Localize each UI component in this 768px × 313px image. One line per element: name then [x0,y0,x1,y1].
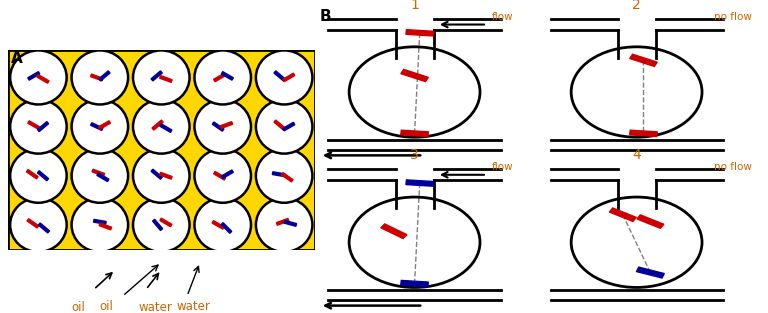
Polygon shape [221,223,232,233]
Ellipse shape [256,50,313,105]
Text: 3: 3 [410,148,419,162]
Text: flow: flow [492,162,514,172]
Polygon shape [160,172,172,179]
Polygon shape [153,219,163,230]
Polygon shape [212,122,224,131]
Text: water: water [177,300,210,313]
Polygon shape [406,180,434,186]
Ellipse shape [256,149,313,203]
Polygon shape [630,54,657,66]
Text: A: A [11,51,22,66]
Text: oil: oil [71,301,85,313]
Polygon shape [283,122,295,131]
Polygon shape [401,280,429,287]
Ellipse shape [194,198,251,252]
Polygon shape [381,224,407,239]
Polygon shape [94,219,106,224]
Polygon shape [221,170,233,178]
Ellipse shape [71,149,128,203]
Ellipse shape [71,100,128,154]
Polygon shape [221,72,233,80]
Text: B: B [319,9,331,24]
Polygon shape [401,69,429,82]
Polygon shape [273,172,285,177]
Ellipse shape [10,50,67,105]
Polygon shape [281,172,293,182]
Polygon shape [38,223,49,233]
Polygon shape [91,74,103,81]
Polygon shape [160,75,172,82]
Text: 1: 1 [410,0,419,12]
Polygon shape [37,75,49,83]
Text: 4: 4 [632,148,641,162]
Ellipse shape [194,149,251,203]
Polygon shape [91,123,103,131]
Polygon shape [27,219,38,228]
Text: no flow: no flow [714,12,752,22]
Polygon shape [28,121,40,129]
Polygon shape [99,223,111,230]
Ellipse shape [256,198,313,252]
Ellipse shape [194,100,251,154]
Polygon shape [609,208,637,221]
Polygon shape [160,124,172,132]
Polygon shape [151,71,162,81]
Polygon shape [38,171,48,181]
Text: flow: flow [492,12,514,22]
Ellipse shape [71,50,128,105]
Polygon shape [637,215,664,228]
Polygon shape [92,169,104,176]
Polygon shape [151,169,162,179]
Polygon shape [637,267,664,278]
Polygon shape [283,73,295,82]
Polygon shape [160,218,172,227]
Polygon shape [401,130,429,136]
Ellipse shape [133,100,190,154]
Text: no flow: no flow [714,162,752,172]
Polygon shape [630,130,657,136]
Ellipse shape [71,198,128,252]
Polygon shape [276,218,289,225]
Polygon shape [214,73,226,82]
Polygon shape [212,221,224,229]
Polygon shape [38,121,48,131]
Ellipse shape [10,198,67,252]
Ellipse shape [133,149,190,203]
Ellipse shape [256,100,313,154]
Polygon shape [152,120,163,130]
Polygon shape [274,120,285,130]
Polygon shape [98,121,111,129]
Polygon shape [406,30,434,36]
Polygon shape [284,220,296,226]
Ellipse shape [133,198,190,252]
Polygon shape [26,170,38,179]
Polygon shape [28,72,40,80]
Polygon shape [274,71,285,81]
Text: oil: oil [100,300,114,313]
Polygon shape [99,71,110,81]
Text: water: water [138,301,172,313]
Ellipse shape [194,50,251,105]
Polygon shape [214,172,226,180]
Text: 2: 2 [632,0,641,12]
Polygon shape [97,173,109,182]
Ellipse shape [10,149,67,203]
Ellipse shape [133,50,190,105]
Polygon shape [220,122,233,128]
Ellipse shape [10,100,67,154]
